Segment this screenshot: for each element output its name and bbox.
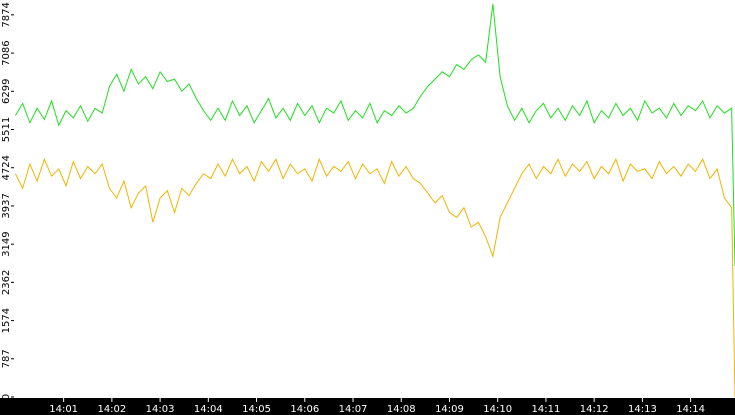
series-line: [14, 157, 735, 398]
x-tick-label: 14:13: [628, 404, 657, 415]
y-tick-label: 787: [1, 349, 12, 368]
x-tick-label: 14:07: [339, 404, 368, 415]
y-tick-label: 7874: [1, 2, 12, 27]
x-tick-label: 14:12: [580, 404, 609, 415]
y-tick-label: 0: [1, 394, 12, 400]
x-tick-label: 14:05: [242, 404, 271, 415]
x-tick-label: 14:11: [532, 404, 561, 415]
plot-background: [0, 0, 735, 398]
x-tick-label: 14:10: [483, 404, 512, 415]
x-tick-label: 14:02: [97, 404, 126, 415]
x-tick-label: 14:01: [49, 404, 78, 415]
y-tick-label: 3149: [1, 231, 12, 256]
x-tick-label: 14:04: [194, 404, 223, 415]
x-tick-label: 14:03: [146, 404, 175, 415]
y-tick-label: 5511: [1, 117, 12, 142]
x-tick-label: 14:06: [290, 404, 319, 415]
y-tick-label: 4724: [1, 155, 12, 180]
y-tick-label: 1574: [1, 308, 12, 333]
y-tick-label: 7086: [1, 40, 12, 65]
y-tick-label: 2362: [1, 270, 12, 295]
y-tick-label: 6299: [1, 79, 12, 104]
x-tick-label: 14:08: [387, 404, 416, 415]
x-axis-bar: [0, 398, 735, 415]
x-tick-label: 14:09: [435, 404, 464, 415]
x-tick-label: 14:14: [676, 404, 705, 415]
y-tick-label: 3937: [1, 193, 12, 218]
series-line: [14, 3, 735, 266]
